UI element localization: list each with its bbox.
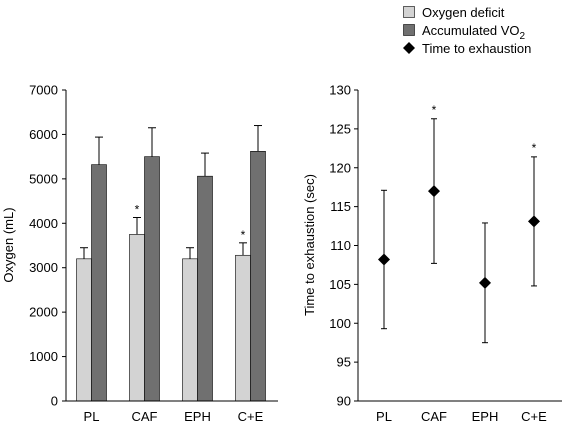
legend-label-text: Time to exhaustion <box>422 41 531 56</box>
accumulated-vo2-bar-3 <box>250 151 266 402</box>
oxygen-deficit-bar-0 <box>76 258 92 402</box>
y-tick-label: 5000 <box>29 171 58 186</box>
legend-diamond-marker <box>403 42 415 54</box>
oxygen-deficit-bar-3 <box>235 254 251 402</box>
x-tick-label: CAF <box>132 409 158 424</box>
y-tick-label: 100 <box>329 316 351 331</box>
y-tick-label: 0 <box>51 394 58 409</box>
y-tick-label: 105 <box>329 277 351 292</box>
x-tick-label: PL <box>84 409 100 424</box>
x-tick-label: PL <box>376 409 392 424</box>
time-point-0 <box>378 253 390 266</box>
y-tick-label: 115 <box>330 199 351 214</box>
time-point-1 <box>428 185 440 198</box>
y-axis-title: Oxygen (mL) <box>1 207 16 282</box>
x-tick-label: CAF <box>421 409 447 424</box>
x-tick-label: EPH <box>472 409 499 424</box>
legend-label: Accumulated VO2 <box>422 23 526 42</box>
oxygen-deficit-bar-1 <box>129 234 145 402</box>
y-tick-label: 6000 <box>29 127 58 142</box>
y-tick-label: 110 <box>330 238 351 253</box>
y-tick-label: 130 <box>329 83 351 98</box>
legend-swatch <box>403 6 415 18</box>
accumulated-vo2-bar-1 <box>144 156 160 402</box>
significance-star-0: * <box>432 103 437 117</box>
legend-label-text: Oxygen deficit <box>422 5 505 20</box>
oxygen-bar-chart: * * 0 1000 2000 3000 4000 5000 6000 7000 PL CAF EPH C… <box>1 83 278 424</box>
legend-swatch <box>403 24 415 36</box>
time-point-3 <box>528 215 540 228</box>
significance-star-1: * <box>532 141 537 155</box>
legend-label-text: Accumulated VO <box>422 23 520 38</box>
y-tick-label: 3000 <box>29 260 58 275</box>
y-tick-label: 7000 <box>29 83 58 98</box>
time-point-2 <box>479 276 491 289</box>
oxygen-deficit-bar-2 <box>182 258 198 402</box>
time-to-exhaustion-chart: * * 90 95 100 105 110 115 120 125 130 PL CAF EPH C+E Ti… <box>302 83 562 424</box>
y-tick-label: 90 <box>337 394 351 409</box>
y-tick-label: 95 <box>337 355 351 370</box>
y-tick-label: 120 <box>329 160 351 175</box>
y-axis-title: Time to exhaustion (sec) <box>302 174 317 316</box>
significance-star-1: * <box>241 228 246 242</box>
legend-label: Oxygen deficit <box>422 5 505 20</box>
y-tick-label: 4000 <box>29 216 58 231</box>
x-tick-label: EPH <box>184 409 211 424</box>
legend-label: Time to exhaustion <box>422 41 531 56</box>
legend-label-subscript: 2 <box>520 31 526 42</box>
x-tick-label: C+E <box>238 409 264 424</box>
y-tick-label: 1000 <box>29 349 58 364</box>
significance-star-0: * <box>135 203 140 217</box>
x-tick-label: C+E <box>521 409 547 424</box>
y-tick-label: 2000 <box>29 305 58 320</box>
accumulated-vo2-bar-2 <box>197 175 213 402</box>
y-tick-label: 125 <box>329 121 351 136</box>
accumulated-vo2-bar-0 <box>91 164 107 402</box>
